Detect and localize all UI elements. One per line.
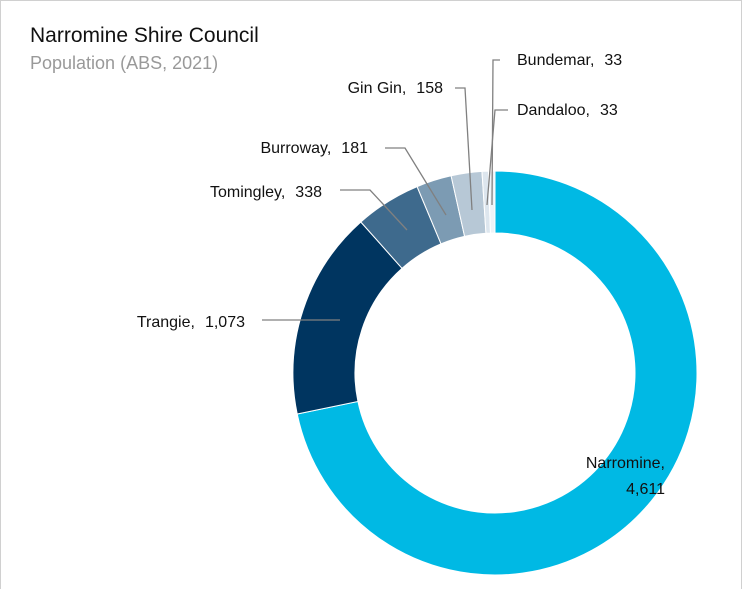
leader-line	[385, 147, 447, 216]
label-category: Dandaloo	[517, 102, 586, 119]
data-label: Gin Gin, 158	[348, 80, 444, 97]
label-category: Narromine	[586, 455, 661, 472]
label-category: Bundemar	[517, 52, 591, 69]
label-separator: ,	[590, 52, 594, 69]
leader-line	[491, 59, 500, 206]
donut-slice	[296, 170, 698, 576]
data-label: Dandaloo, 33	[517, 102, 618, 119]
label-separator: ,	[281, 184, 285, 201]
label-value: 4,611	[626, 481, 665, 498]
data-label: Tomingley, 338	[210, 184, 322, 201]
label-value: 1,073	[205, 314, 245, 331]
chart-title: Narromine Shire Council	[30, 24, 259, 47]
data-label: Bundemar, 33	[517, 52, 622, 69]
leader-line	[486, 109, 508, 206]
label-separator: ,	[661, 455, 665, 472]
label-value: 33	[604, 52, 622, 69]
label-value: 33	[600, 102, 618, 119]
label-value: 338	[295, 184, 322, 201]
label-value: 181	[341, 140, 368, 157]
label-category: Tomingley	[210, 184, 282, 201]
label-separator: ,	[586, 102, 590, 119]
label-category: Burroway	[260, 140, 328, 157]
leader-line	[455, 87, 473, 211]
label-category: Gin Gin	[348, 80, 402, 97]
leader-line	[340, 189, 408, 231]
label-separator: ,	[402, 80, 406, 97]
label-category: Trangie	[137, 314, 191, 331]
chart-subtitle: Population (ABS, 2021)	[30, 53, 218, 73]
data-label: Narromine, 4,611	[586, 455, 665, 498]
label-separator: ,	[327, 140, 331, 157]
label-separator: ,	[191, 314, 195, 331]
data-label: Trangie, 1,073	[137, 314, 245, 331]
label-value: 158	[416, 80, 443, 97]
data-label: Burroway, 181	[260, 140, 368, 157]
